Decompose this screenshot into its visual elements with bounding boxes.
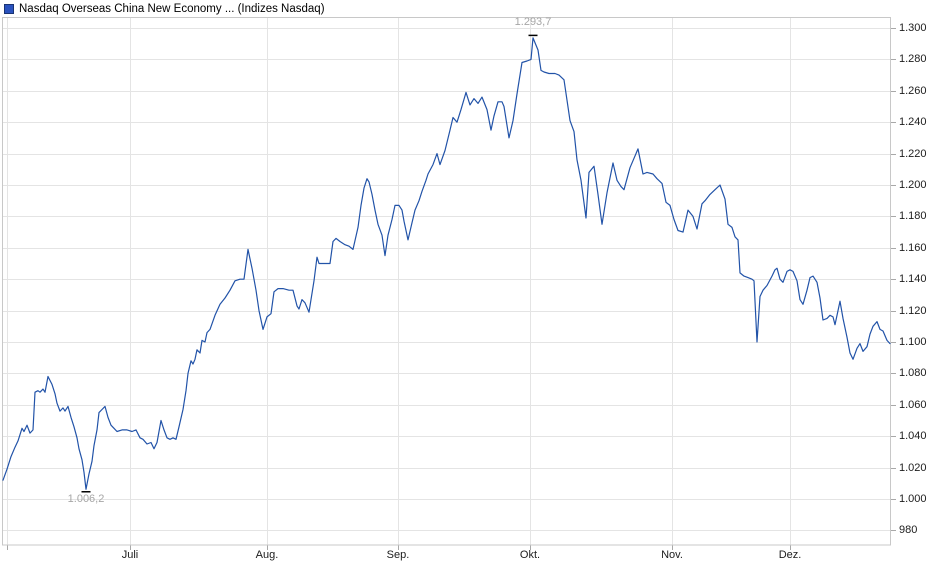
y-axis-label: 1.100 [899,336,927,348]
y-axis-label: 1.300 [899,22,927,34]
y-axis-label: 1.280 [899,53,927,65]
legend-series-label: Nasdaq Overseas China New Economy ... (I… [19,2,325,15]
y-axis-label: 1.240 [899,116,927,128]
x-axis-month-label: Juli [121,549,139,561]
x-axis-month-label: Nov. [661,549,683,561]
y-axis-label: 1.120 [899,305,927,317]
x-axis-month-label: Aug. [255,549,279,561]
x-axis-month-label: Okt. [519,549,541,561]
max-value-annotation: 1.293,7 [514,16,552,29]
y-axis-label: 1.140 [899,273,927,285]
y-axis-label: 1.060 [899,399,927,411]
chart-legend: Nasdaq Overseas China New Economy ... (I… [3,2,325,15]
y-axis-label: 1.080 [899,367,927,379]
min-value-annotation: 1.006,2 [67,492,105,505]
y-axis-label: 1.220 [899,148,927,160]
y-axis-label: 1.160 [899,242,927,254]
y-axis-label: 1.040 [899,430,927,442]
y-axis-label: 980 [899,524,918,536]
legend-series-marker [4,4,14,14]
y-axis-label: 1.000 [899,493,927,505]
price-line [2,37,891,490]
y-axis-label: 1.200 [899,179,927,191]
y-axis-label: 1.020 [899,462,927,474]
x-axis-month-label: Sep. [386,549,410,561]
x-axis-month-label: Dez. [778,549,802,561]
y-axis-label: 1.260 [899,85,927,97]
y-axis-label: 1.180 [899,210,927,222]
plot-border [2,17,891,546]
